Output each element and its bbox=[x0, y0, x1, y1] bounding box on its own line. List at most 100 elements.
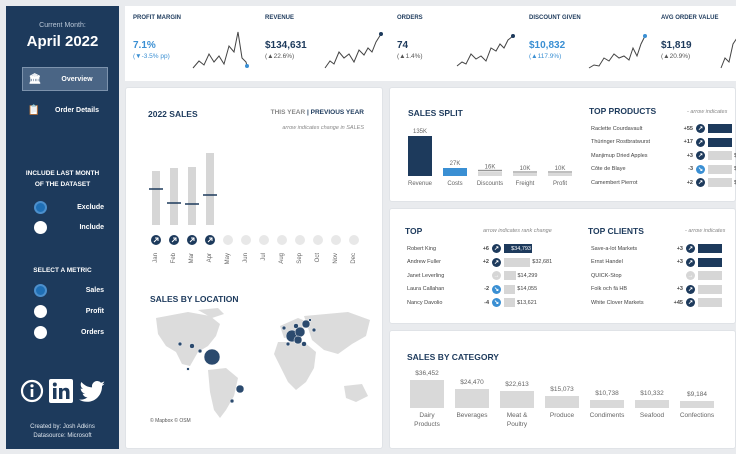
employee-row[interactable]: Nancy Davolio -4 ↘ $13,621 bbox=[407, 296, 537, 309]
arrow-up-icon: ↗ bbox=[492, 257, 501, 267]
product-row[interactable]: Camembert Pierrot +2↗ $5 bbox=[591, 176, 736, 189]
metric-option-profit[interactable]: Profit bbox=[34, 303, 104, 319]
category-bar[interactable] bbox=[680, 400, 714, 408]
product-row[interactable]: Manjimup Dried Apples +3↗ $1 bbox=[591, 149, 736, 162]
metric-option-sales[interactable]: Sales bbox=[34, 282, 104, 298]
kpi-revenue[interactable]: REVENUE $134,631 (▲22.6%) bbox=[257, 6, 388, 81]
row-name: Camembert Pierrot bbox=[591, 179, 638, 186]
category-bar[interactable] bbox=[635, 400, 669, 408]
include-option-include[interactable]: Include bbox=[34, 219, 104, 235]
split-bar-costs bbox=[443, 168, 467, 176]
radio-icon[interactable] bbox=[34, 220, 47, 234]
split-products-card: SALES SPLIT 135K 27K 16K 10K 10K Revenue Cost… bbox=[389, 87, 736, 202]
product-row[interactable]: Raclette Courdavault +55 ↗ bbox=[591, 122, 732, 135]
category-label: Beverages bbox=[456, 412, 488, 419]
top-employees-note: arrow indicates rank change bbox=[483, 228, 552, 234]
product-row[interactable]: Thüringer Rostbratwurst +17 ↗ bbox=[591, 136, 732, 149]
client-row[interactable]: Ernst Handel +3 ↗ bbox=[591, 256, 722, 269]
category-value: $9,184 bbox=[687, 390, 707, 398]
split-axis-label: Revenue bbox=[407, 181, 433, 187]
client-row[interactable]: White Clover Markets +45 ↗ bbox=[591, 296, 722, 309]
category-bar[interactable] bbox=[500, 390, 534, 408]
month-label: Feb bbox=[171, 253, 177, 264]
client-row[interactable]: QUICK-Stop → bbox=[591, 269, 722, 282]
category-bar[interactable] bbox=[545, 396, 579, 408]
radio-icon[interactable] bbox=[34, 304, 47, 318]
top-clients-title: TOP CLIENTS bbox=[588, 226, 644, 236]
metric-option-orders[interactable]: Orders bbox=[34, 324, 104, 340]
top-products-note: - arrow indicates bbox=[687, 109, 728, 115]
employee-row[interactable]: Laura Callahan -2 ↘ $14,055 bbox=[407, 283, 537, 296]
world-map[interactable] bbox=[148, 306, 376, 424]
radio-selected-icon[interactable] bbox=[34, 283, 47, 297]
category-value: $24,470 bbox=[460, 379, 484, 387]
arrow-up-icon bbox=[151, 235, 161, 245]
kpi-orders[interactable]: ORDERS 74 (▲1.4%) bbox=[389, 6, 520, 81]
split-value-label: 135K bbox=[413, 129, 427, 135]
kpi-avg-order-value[interactable]: AVG ORDER VALUE $1,819 (▲20.9%) bbox=[653, 6, 736, 81]
employee-row[interactable]: Janet Leverling → $14,299 bbox=[407, 269, 537, 282]
row-value: $5 bbox=[734, 179, 736, 186]
row-name: Laura Callahan bbox=[407, 286, 445, 292]
kpi-profit-margin[interactable]: PROFIT MARGIN 7.1% (▼-3.5% pp) bbox=[125, 6, 256, 81]
split-axis-label: Profit bbox=[552, 181, 567, 187]
map-attribution[interactable]: © Mapbox © OSM bbox=[150, 418, 191, 424]
bar-jan bbox=[152, 171, 160, 225]
month-label: Nov bbox=[333, 253, 339, 264]
client-row[interactable]: Save-a-lot Markets +3 ↗ bbox=[591, 242, 722, 255]
monthly-sales-chart bbox=[149, 153, 359, 245]
row-name: Robert King bbox=[407, 245, 437, 252]
category-bar[interactable] bbox=[455, 389, 489, 408]
product-row[interactable]: Côte de Blaye -3↘ $4 bbox=[591, 163, 736, 176]
kpi-discount-given[interactable]: DISCOUNT GIVEN $10,832 (▲117.9%) bbox=[521, 6, 652, 81]
radio-icon[interactable] bbox=[34, 325, 47, 339]
row-name: Nancy Davolio bbox=[407, 299, 443, 306]
arrow-down-icon: ↘ bbox=[492, 284, 501, 294]
sales-card: 2022 SALES THIS YEAR | PREVIOUS YEAR arr… bbox=[125, 87, 383, 449]
row-value: $13,621 bbox=[516, 299, 537, 306]
month-label: Oct bbox=[315, 253, 321, 263]
social-links bbox=[20, 378, 106, 404]
category-bar[interactable] bbox=[590, 399, 624, 408]
row-name: Andrew Fuller bbox=[407, 259, 441, 265]
row-name: Save-a-lot Markets bbox=[591, 245, 638, 252]
row-name: Janet Leverling bbox=[407, 272, 445, 279]
rank-change: +3 bbox=[676, 259, 683, 265]
category-bar[interactable] bbox=[410, 380, 444, 408]
row-bar bbox=[698, 271, 722, 280]
arrow-up-icon: ↗ bbox=[686, 244, 695, 253]
row-name: Folk och fä HB bbox=[591, 286, 628, 292]
land-shapes bbox=[156, 308, 370, 418]
linkedin-icon[interactable] bbox=[48, 378, 74, 404]
include-option-exclude[interactable]: Exclude bbox=[34, 199, 104, 215]
row-name: Manjimup Dried Apples bbox=[591, 152, 648, 159]
radio-selected-icon[interactable] bbox=[34, 200, 47, 214]
client-row[interactable]: Folk och fä HB +3 ↗ bbox=[591, 283, 722, 296]
employee-row[interactable]: Andrew Fuller +2 ↗ $32,681 bbox=[407, 256, 552, 269]
kpi-sparkline bbox=[192, 31, 249, 69]
location-bubbles bbox=[177, 318, 317, 404]
info-icon[interactable] bbox=[20, 379, 44, 403]
sales-by-category-title: SALES BY CATEGORY bbox=[407, 352, 499, 362]
arrow-up-icon bbox=[205, 235, 215, 245]
arrow-up-icon: ↗ bbox=[696, 151, 705, 160]
split-value-label: 27K bbox=[450, 161, 461, 167]
nav-order-details-button[interactable]: 📋 Order Details bbox=[22, 98, 108, 122]
include-heading: INCLUDE LAST MONTH OF THE DATASET bbox=[25, 170, 100, 188]
arrow-down-icon: ↘ bbox=[696, 164, 705, 174]
current-month-value: April 2022 bbox=[26, 33, 99, 50]
arrow-up-icon: ↗ bbox=[696, 124, 705, 133]
row-bar bbox=[708, 178, 732, 187]
row-value: $14,055 bbox=[517, 286, 538, 292]
rank-change: +3 bbox=[676, 286, 683, 292]
metric-heading: SELECT A METRIC bbox=[33, 267, 92, 274]
rank-change: -2 bbox=[484, 286, 489, 292]
employee-row[interactable]: Robert King +6 ↗ $34,793 bbox=[407, 242, 532, 255]
row-bar bbox=[504, 284, 516, 294]
split-bar-profit bbox=[548, 173, 572, 176]
twitter-icon[interactable] bbox=[78, 379, 106, 403]
top-products-title: TOP PRODUCTS bbox=[589, 106, 657, 116]
rank-change: +3 bbox=[676, 245, 683, 252]
nav-overview-button[interactable]: 🏛 Overview bbox=[22, 67, 108, 91]
month-label: Aug bbox=[279, 253, 285, 264]
